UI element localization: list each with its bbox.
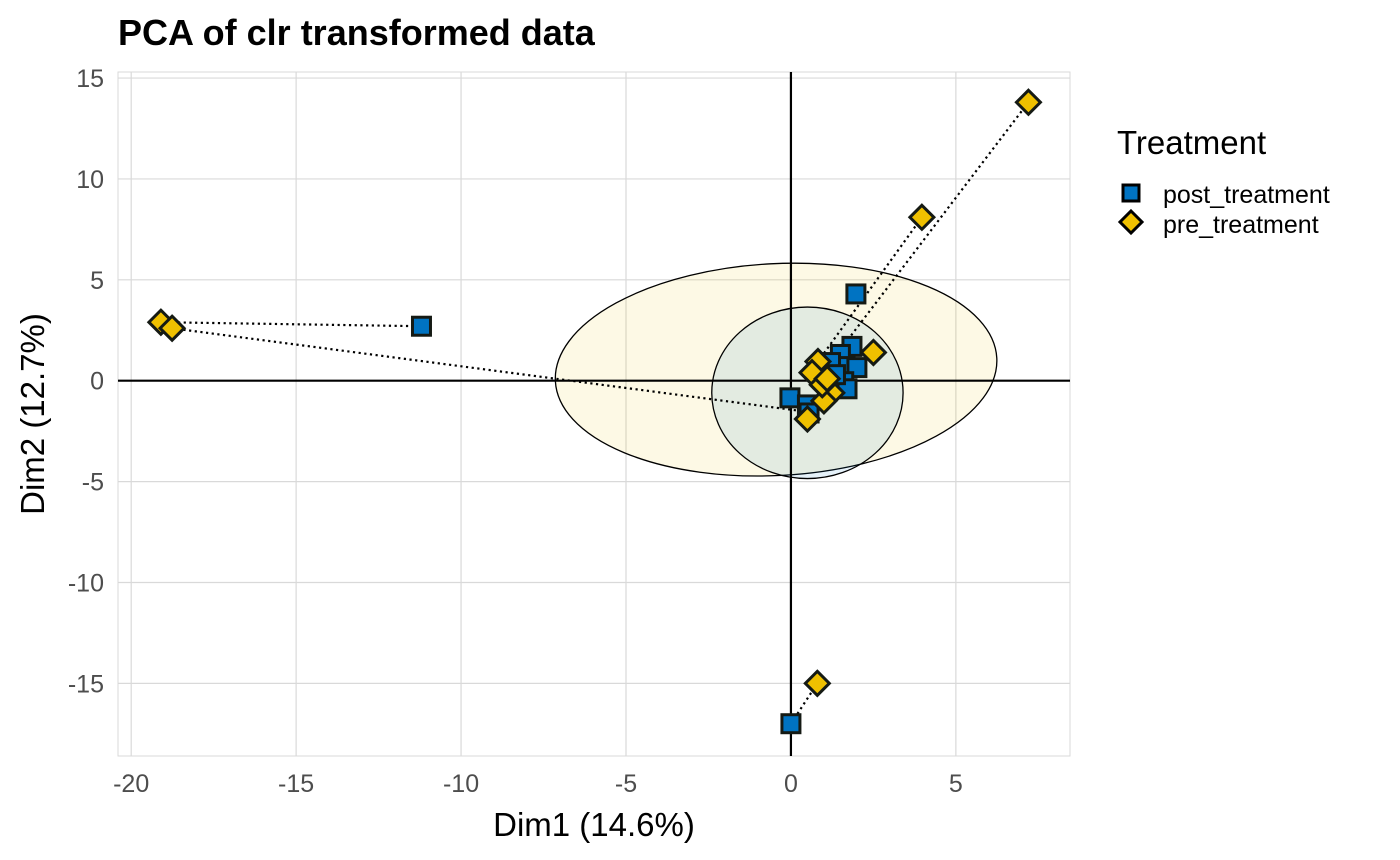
point-pre_treatment: [809, 386, 839, 416]
point-post_treatment: [779, 387, 801, 409]
plot-panel: [117, 71, 1071, 757]
x-tick-label: -15: [278, 770, 314, 798]
legend-title: Treatment: [1117, 124, 1266, 161]
y-tick-label: 0: [90, 368, 104, 396]
y-tick-label: -10: [68, 569, 104, 597]
point-pre_treatment: [907, 203, 937, 232]
point-pre_treatment: [157, 314, 187, 343]
point-post_treatment: [845, 283, 867, 305]
point-post_treatment: [410, 315, 432, 337]
y-tick-label: 10: [76, 166, 104, 194]
y-axis-title: Dim2 (12.7%): [14, 313, 51, 515]
legend-square-icon: [1121, 183, 1141, 203]
legend-label-post: post_treatment: [1163, 181, 1330, 209]
legend: Treatment post_treatment pre_treatment: [1117, 124, 1330, 239]
x-tick-label: -10: [443, 770, 479, 798]
x-tick-label: -20: [113, 770, 149, 798]
pair-line: [160, 321, 422, 328]
point-pre_treatment: [1014, 88, 1043, 117]
x-tick-label: 5: [949, 770, 963, 798]
point-pre_treatment: [813, 364, 842, 393]
x-tick-label: -5: [615, 770, 637, 798]
y-tick-label: -5: [82, 469, 104, 497]
reference-lines: [118, 72, 1070, 756]
legend-label-pre: pre_treatment: [1163, 211, 1319, 239]
point-pre_treatment: [793, 404, 822, 434]
y-tick-label: -15: [68, 670, 104, 698]
y-tick-label: 5: [90, 267, 104, 295]
point-post_treatment: [780, 713, 802, 735]
legend-diamond-icon: [1117, 208, 1145, 236]
point-pre_treatment: [803, 669, 832, 698]
x-tick-label: 0: [784, 770, 798, 798]
point-pre_treatment: [859, 338, 888, 367]
data-points: [146, 88, 1043, 735]
y-tick-label: 15: [76, 65, 104, 93]
y-tick-labels: 15 10 5 0 -5 -10 -15: [68, 65, 104, 698]
pair-line: [817, 216, 923, 363]
chart-title: PCA of clr transformed data: [118, 12, 596, 53]
x-axis-title: Dim1 (14.6%): [493, 806, 695, 843]
ellipse-post_treatment: [711, 306, 904, 480]
x-tick-labels: -20 -15 -10 -5 0 5: [113, 770, 963, 798]
